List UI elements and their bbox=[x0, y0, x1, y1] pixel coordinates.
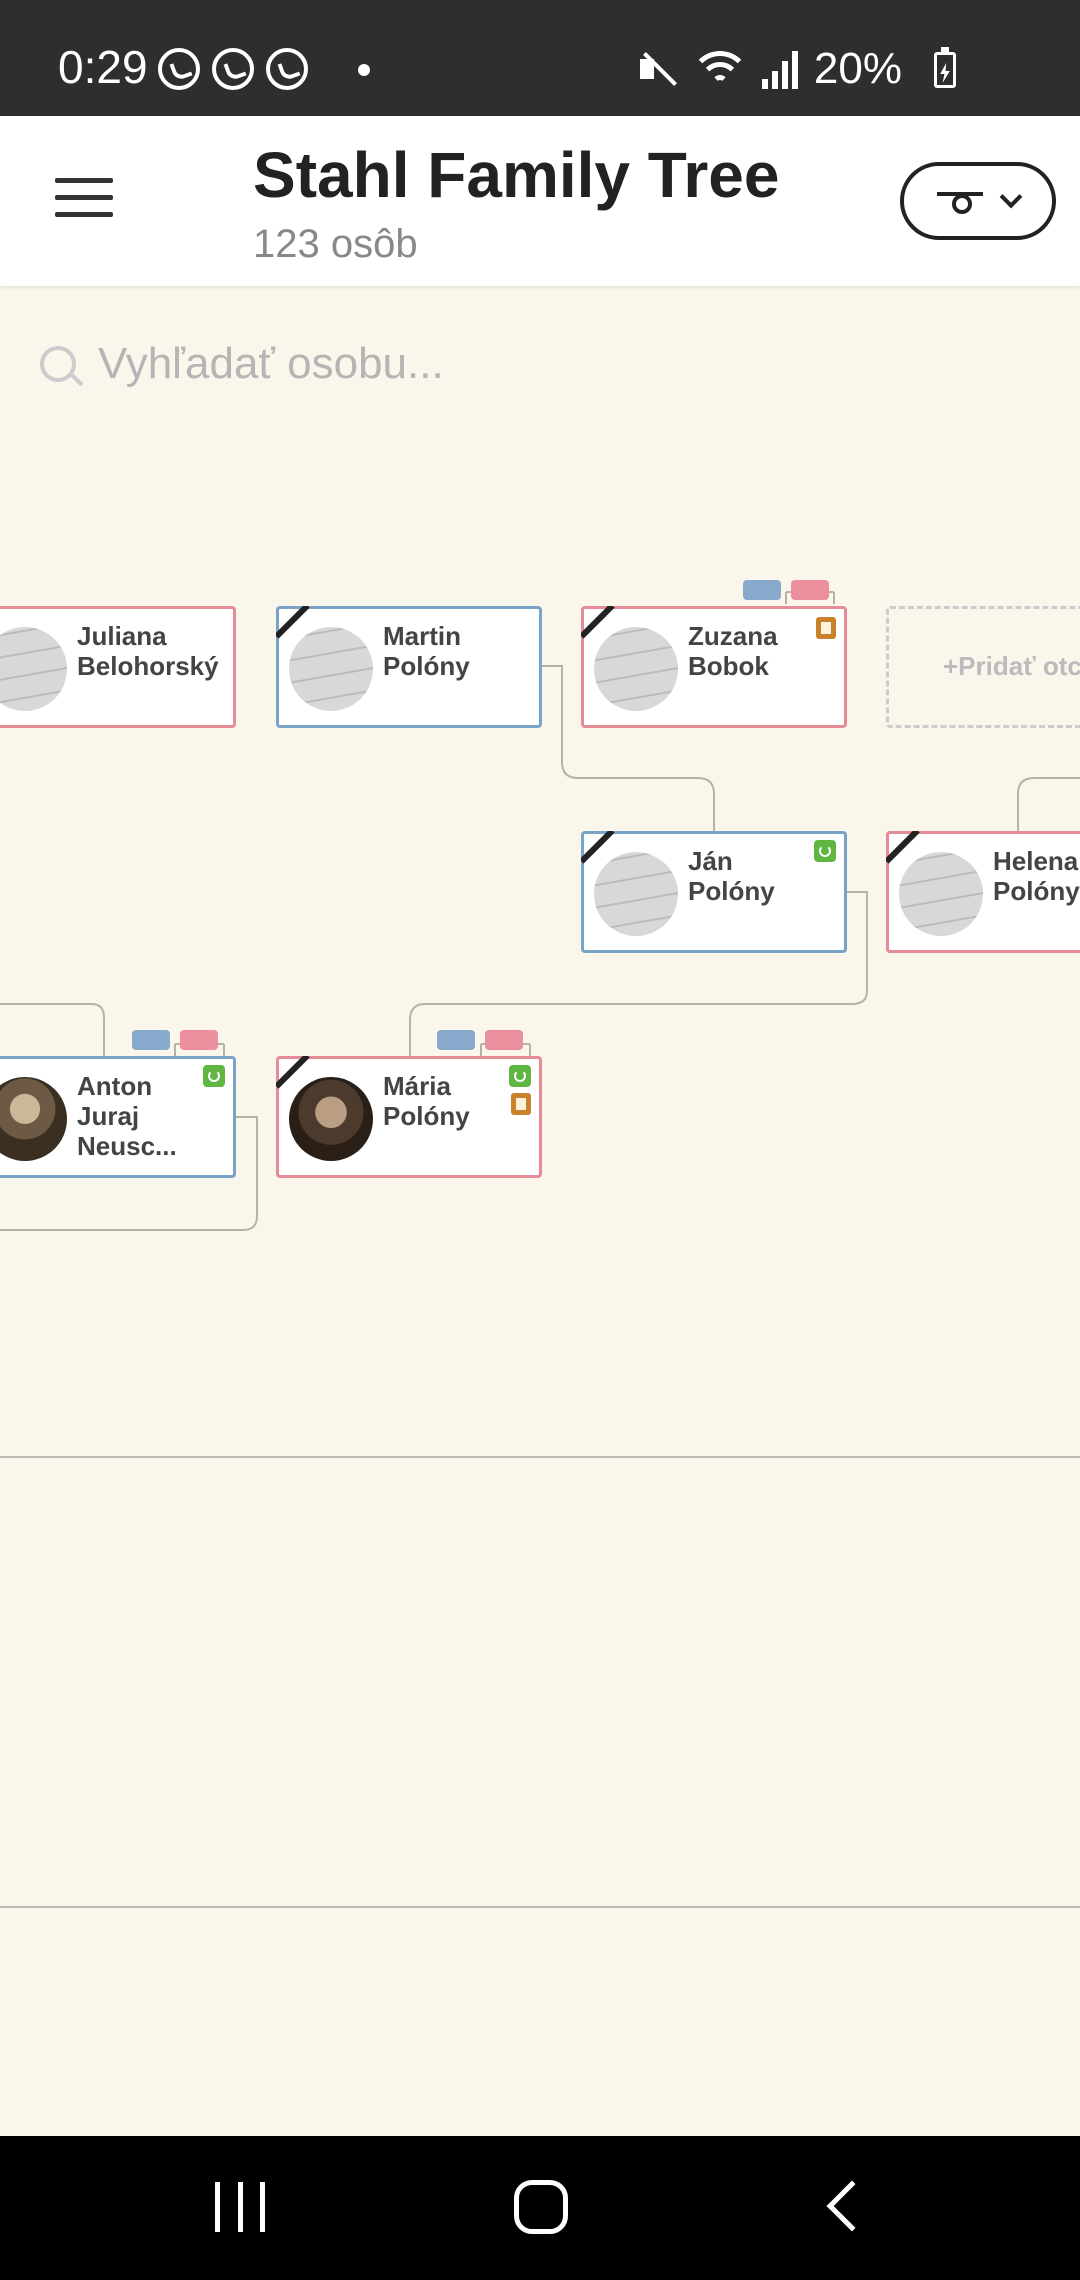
viber-notification-icon bbox=[266, 48, 308, 90]
notification-icons bbox=[158, 48, 370, 90]
avatar bbox=[0, 1077, 67, 1161]
battery-charging-icon bbox=[934, 47, 956, 88]
back-button[interactable] bbox=[826, 2180, 878, 2232]
signal-icon bbox=[761, 49, 798, 89]
tree-view-icon bbox=[937, 186, 983, 216]
add-parent-button[interactable]: +Pridať otc bbox=[886, 606, 1080, 728]
record-book-icon bbox=[511, 1093, 531, 1115]
search-input[interactable] bbox=[98, 339, 718, 389]
wifi-icon bbox=[693, 49, 746, 89]
avatar bbox=[594, 627, 678, 711]
status-time: 0:29 bbox=[58, 41, 148, 93]
person-name: Martin Polóny bbox=[383, 621, 470, 681]
sync-icon bbox=[509, 1065, 531, 1087]
add-parent-label: +Pridať otc bbox=[943, 651, 1080, 681]
family-tree-canvas[interactable]: Juliana Belohorský Martin Polóny Zuzana … bbox=[0, 286, 1080, 2136]
generation-divider bbox=[0, 1906, 1080, 1908]
mute-icon bbox=[638, 49, 678, 89]
avatar bbox=[594, 852, 678, 936]
more-notifications-icon bbox=[358, 64, 370, 76]
viber-notification-icon bbox=[212, 48, 254, 90]
battery-percent: 20% bbox=[813, 44, 902, 93]
sync-icon bbox=[203, 1065, 225, 1087]
person-name: Zuzana Bobok bbox=[688, 621, 778, 681]
recent-apps-button[interactable] bbox=[215, 2182, 265, 2232]
person-card-zuzana-bobok[interactable]: Zuzana Bobok bbox=[581, 606, 847, 728]
search-icon bbox=[40, 346, 76, 382]
parent-tabs[interactable] bbox=[743, 580, 829, 600]
person-card-juliana-belohorsky[interactable]: Juliana Belohorský bbox=[0, 606, 236, 728]
tree-connector-lines bbox=[0, 591, 1080, 1231]
home-button[interactable] bbox=[514, 2180, 568, 2234]
generation-divider bbox=[0, 1456, 1080, 1458]
person-name: Anton Juraj Neusc... bbox=[77, 1071, 177, 1161]
avatar bbox=[0, 627, 67, 711]
chevron-down-icon bbox=[999, 185, 1023, 209]
avatar bbox=[289, 627, 373, 711]
system-nav-bar bbox=[0, 2136, 1080, 2280]
person-count: 123 osôb bbox=[253, 222, 418, 266]
system-icons: 20% bbox=[638, 44, 902, 94]
person-name: Mária Polóny bbox=[383, 1071, 470, 1131]
person-name: Ján Polóny bbox=[688, 846, 775, 906]
avatar bbox=[899, 852, 983, 936]
person-name: Helena Polóny bbox=[993, 846, 1080, 906]
person-card-martin-polony[interactable]: Martin Polóny bbox=[276, 606, 542, 728]
person-name: Juliana Belohorský bbox=[77, 621, 219, 681]
parent-tabs[interactable] bbox=[437, 1030, 523, 1050]
app-header: Stahl Family Tree 123 osôb bbox=[0, 116, 1080, 286]
person-card-anton-juraj[interactable]: Anton Juraj Neusc... bbox=[0, 1056, 236, 1178]
status-bar: 0:29 20% bbox=[0, 0, 1080, 116]
hamburger-menu-icon[interactable] bbox=[55, 178, 113, 218]
parent-tabs[interactable] bbox=[132, 1030, 218, 1050]
search-bar[interactable] bbox=[40, 332, 740, 396]
person-card-helena-polony[interactable]: Helena Polóny bbox=[886, 831, 1080, 953]
person-card-jan-polony[interactable]: Ján Polóny bbox=[581, 831, 847, 953]
sync-icon bbox=[814, 840, 836, 862]
record-book-icon bbox=[816, 617, 836, 639]
page-title: Stahl Family Tree bbox=[253, 139, 780, 211]
view-toggle-button[interactable] bbox=[900, 162, 1056, 240]
person-card-maria-polony[interactable]: Mária Polóny bbox=[276, 1056, 542, 1178]
avatar bbox=[289, 1077, 373, 1161]
viber-notification-icon bbox=[158, 48, 200, 90]
